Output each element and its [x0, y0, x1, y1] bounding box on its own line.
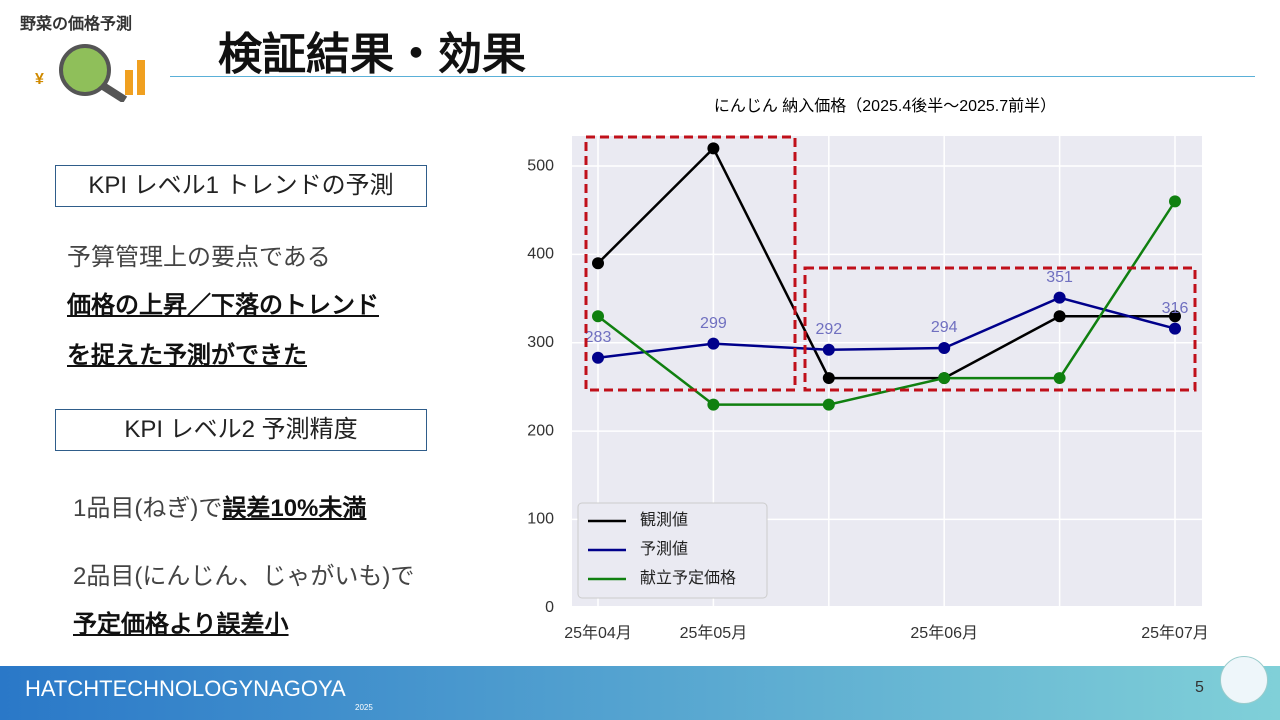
- data-point: [1053, 310, 1066, 323]
- data-point: [592, 351, 604, 364]
- x-tick-label: 25年07月: [1141, 624, 1209, 642]
- data-point: [1169, 195, 1181, 208]
- legend-label: 献立予定価格: [640, 569, 736, 587]
- series-line: [597, 146, 1175, 380]
- y-tick-label: 200: [527, 422, 554, 439]
- kpi1-line: 予算管理上の要点である: [67, 244, 331, 271]
- x-tick-label: 25年06月: [910, 624, 978, 642]
- logo-icon: ¥: [35, 44, 145, 102]
- data-point: [938, 372, 951, 385]
- title-rule: [170, 76, 1255, 77]
- y-tick-label: 400: [527, 246, 554, 263]
- legend-label: 観測値: [640, 511, 688, 529]
- legend-box: [577, 502, 768, 599]
- kpi1-line: 価格の上昇／下落のトレンド: [67, 292, 379, 319]
- kpi2-line: 2品目(にんじん、じゃがいも)で: [73, 563, 415, 590]
- data-label: 316: [1162, 300, 1189, 317]
- x-tick-label: 25年04月: [564, 624, 632, 642]
- kpi2-line: 1品目(ねぎ)で誤差10%未満: [73, 488, 366, 523]
- logo-text: 野菜の価格予測: [20, 16, 133, 33]
- y-tick-label: 100: [527, 511, 554, 528]
- data-point: [707, 398, 720, 411]
- kpi1-heading: KPI レベル1 トレンドの予測: [55, 165, 427, 207]
- highlight-box: [803, 266, 1197, 392]
- data-point: [707, 142, 720, 155]
- page-number: 5: [1195, 679, 1204, 696]
- data-label: 299: [700, 315, 727, 332]
- x-tick-label: 25年05月: [680, 624, 748, 642]
- data-label: 283: [585, 329, 612, 346]
- series-line: [597, 296, 1176, 359]
- data-point: [707, 337, 720, 350]
- footer-brand: HATCHTECHNOLOGYNAGOYA: [25, 676, 346, 701]
- svg-text:¥: ¥: [35, 71, 44, 88]
- highlight-box: [584, 135, 797, 392]
- data-point: [592, 257, 604, 270]
- data-label: 292: [815, 321, 842, 338]
- data-point: [1053, 372, 1066, 385]
- data-point: [822, 372, 835, 385]
- kpi2-line: 予定価格より誤差小: [73, 611, 289, 638]
- data-point: [1053, 291, 1066, 304]
- data-point: [938, 342, 951, 355]
- y-tick-label: 500: [527, 157, 554, 174]
- legend-label: 予測値: [640, 540, 688, 558]
- slide-title: 検証結果・効果: [218, 30, 526, 79]
- data-point: [822, 398, 835, 411]
- kpi1-line: を捉えた予測ができた: [67, 342, 307, 369]
- kpi2-emph: 誤差10%未満: [222, 495, 367, 522]
- chart: にんじん 納入価格（2025.4後半〜2025.7前半） 0 100 200 300 4…: [527, 97, 1209, 642]
- y-tick-label: 300: [527, 334, 554, 351]
- data-point: [592, 310, 604, 323]
- footer-year: 2025: [355, 703, 373, 712]
- data-label: 294: [931, 319, 958, 336]
- data-point: [1169, 310, 1181, 323]
- data-label: 351: [1046, 269, 1073, 286]
- footer-bar: [0, 666, 1280, 720]
- kpi2-heading: KPI レベル2 予測精度: [55, 409, 427, 451]
- y-tick-label: 0: [545, 599, 554, 616]
- footer-badge: [1220, 656, 1268, 704]
- data-point: [822, 343, 835, 356]
- chart-title: にんじん 納入価格（2025.4後半〜2025.7前半）: [714, 97, 1056, 115]
- data-point: [1169, 322, 1181, 335]
- kpi2-text: 1品目(ねぎ)で: [73, 495, 223, 522]
